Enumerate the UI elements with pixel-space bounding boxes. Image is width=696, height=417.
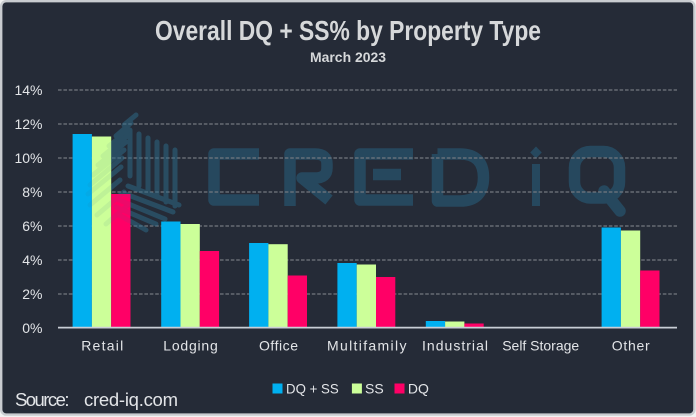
svg-text:Lodging: Lodging [163,338,218,354]
svg-text:Retail: Retail [81,338,123,354]
svg-text:Self Storage: Self Storage [502,338,579,354]
svg-text:12%: 12% [14,116,42,132]
svg-text:DQ: DQ [408,381,429,397]
svg-text:Industrial: Industrial [422,338,488,354]
svg-text:8%: 8% [22,184,42,200]
svg-text:2%: 2% [22,286,42,302]
svg-text:0%: 0% [22,320,42,336]
svg-text:Source:cred-iq.com: Source: cred-iq.com [15,389,178,410]
svg-text:Other: Other [612,338,650,354]
svg-text:Multifamily: Multifamily [327,338,407,354]
svg-text:4%: 4% [22,252,42,268]
svg-text:DQ + SS: DQ + SS [286,381,339,397]
svg-text:SS: SS [365,381,384,397]
svg-text:March 2023: March 2023 [310,50,387,65]
svg-text:6%: 6% [22,218,42,234]
svg-text:Office: Office [259,338,298,354]
svg-text:10%: 10% [14,150,42,166]
svg-text:14%: 14% [14,82,42,98]
svg-text:Overall DQ + SS% by Property T: Overall DQ + SS% by Property Type [155,15,541,46]
